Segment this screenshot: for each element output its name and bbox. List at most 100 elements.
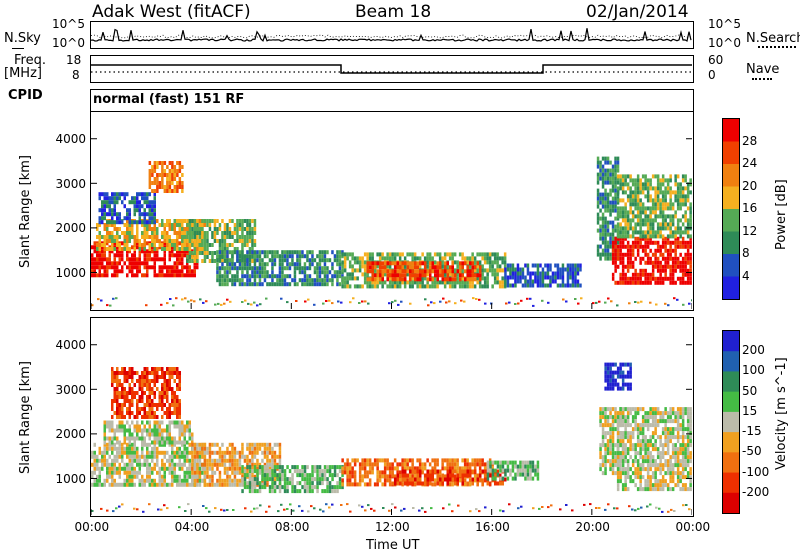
power-cell (456, 276, 459, 281)
power-cell (128, 231, 131, 235)
velocity-cell (268, 450, 272, 455)
power-cell (669, 174, 672, 179)
power-cell (178, 253, 181, 258)
power-cell (121, 265, 124, 270)
velocity-cell (206, 466, 209, 471)
velocity-cell (236, 466, 239, 471)
velocity-cell (283, 469, 287, 474)
power-cell (414, 269, 417, 274)
velocity-cell (163, 470, 166, 475)
power-cell (141, 212, 144, 217)
power-cell (421, 280, 424, 285)
power-cell (153, 243, 156, 247)
power-cell (441, 256, 444, 261)
power-cell (323, 250, 327, 255)
power-cell (421, 252, 424, 257)
power-cell (253, 219, 257, 223)
power-cell (243, 282, 247, 287)
power-ground-speckle (526, 297, 529, 300)
velocity-cell (126, 420, 129, 425)
power-cell (606, 196, 610, 201)
power-cell (223, 235, 227, 239)
power-cell (624, 190, 627, 195)
power-cell (399, 265, 402, 270)
power-cell (273, 250, 277, 255)
power-cell (263, 266, 267, 271)
power-cell (221, 239, 224, 243)
power-cell (671, 268, 675, 273)
power-cell (143, 200, 146, 205)
power-cell (193, 255, 197, 259)
velocity-cell (131, 466, 134, 471)
velocity-cell (321, 473, 324, 478)
power-cell (689, 182, 692, 187)
velocity-cell (266, 477, 269, 482)
power-cell (471, 256, 474, 261)
velocity-cell (156, 454, 159, 459)
power-cell (131, 235, 134, 239)
velocity-cell (183, 462, 186, 467)
velocity-cell (118, 415, 121, 419)
power-cell (644, 230, 647, 235)
power-cell (156, 227, 159, 231)
velocity-cell (161, 383, 164, 387)
power-cell (661, 198, 665, 203)
power-cell (98, 235, 101, 239)
velocity-cell (599, 467, 602, 472)
power-cell (163, 223, 166, 227)
power-cell (574, 267, 577, 272)
velocity-cell (143, 436, 146, 441)
power-cell (676, 186, 680, 191)
cpid-panel: normal (fast) 151 RF (90, 89, 694, 111)
power-cell (221, 219, 224, 223)
power-cell (191, 231, 194, 235)
velocity-cell (163, 466, 166, 471)
velocity-cell (93, 470, 96, 475)
velocity-cell (136, 470, 139, 475)
velocity-cell (191, 436, 194, 441)
velocity-cell (306, 485, 309, 490)
velocity-cell (151, 482, 154, 487)
velocity-cell (256, 450, 259, 455)
power-cell (363, 276, 367, 281)
velocity-cell (161, 395, 164, 399)
velocity-cell (296, 473, 299, 478)
velocity-cell (521, 460, 525, 465)
power-cell (301, 282, 304, 287)
velocity-cell (406, 481, 409, 486)
velocity-cell (146, 432, 149, 437)
velocity-cell (178, 462, 181, 467)
velocity-cell (516, 472, 520, 477)
velocity-cell (198, 474, 202, 479)
velocity-cell (606, 407, 610, 412)
power-cell (626, 194, 630, 199)
velocity-cell (441, 458, 444, 463)
velocity-cell (221, 450, 224, 455)
power-cell (664, 198, 667, 203)
velocity-cell (261, 485, 264, 490)
velocity-cell (128, 458, 131, 463)
power-cell (671, 276, 675, 281)
power-cell (118, 220, 121, 225)
power-cell (378, 280, 382, 285)
velocity-cell (136, 458, 139, 463)
power-cell (661, 202, 665, 207)
power-cell (236, 219, 239, 223)
power-cell (103, 223, 106, 227)
velocity-cell (253, 450, 257, 455)
power-cell (549, 283, 552, 288)
power-cell (451, 252, 454, 257)
velocity-cell (183, 436, 186, 441)
power-cell (674, 226, 677, 231)
power-cell (418, 284, 422, 289)
power-cell (233, 231, 237, 235)
power-cell (461, 268, 464, 273)
power-cell (366, 252, 369, 257)
power-cell (141, 196, 144, 201)
power-cell (659, 244, 662, 249)
velocity-cell (396, 470, 399, 475)
power-cell (238, 250, 242, 255)
velocity-cell (176, 375, 179, 379)
velocity-cell (268, 489, 272, 494)
velocity-cell (188, 462, 191, 467)
